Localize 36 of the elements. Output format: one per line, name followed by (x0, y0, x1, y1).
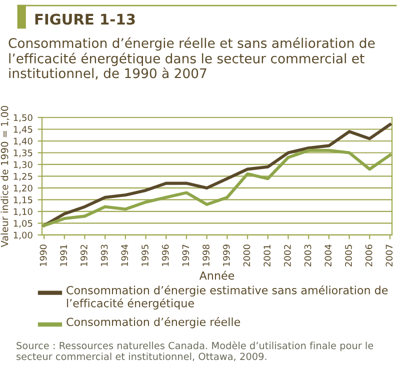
x-tick-label: 2004 (324, 244, 332, 266)
y-tick-label: 1,25 (14, 172, 32, 181)
y-axis-title: Valeur indice de 1990 = 1,00 (0, 106, 10, 248)
caption: FIGURE 1-13 (35, 14, 135, 25)
y-tick-label: 1,15 (14, 196, 32, 204)
y-tick-label: 1,20 (14, 184, 32, 192)
y-tick-label: 1,10 (14, 208, 32, 216)
chart-title: Consommation d’énergie réelle et sans amélioration de l’efficacité énergétique dans le secteur commercial et institutionnel, de 1990 à 2007 (8, 37, 375, 80)
y-tick-label: 1,35 (14, 149, 32, 158)
x-tick-label: 2006 (365, 244, 372, 266)
y-tick-label: 1,40 (14, 138, 32, 146)
x-axis-title: Année (199, 270, 234, 280)
x-tick-label: 1999 (222, 244, 230, 266)
x-tick-label: 1991 (60, 244, 68, 266)
x-tick-label: 1996 (162, 244, 169, 266)
y-tick-label: 1,50 (14, 114, 32, 122)
x-tick-label: 1995 (142, 244, 148, 266)
x-tick-label: 2007 (386, 244, 393, 266)
y-tick-label: 1,00 (14, 232, 32, 240)
x-tick-label: 1992 (80, 244, 88, 266)
legend-label: Consommation d’énergie réelle (66, 317, 240, 328)
y-tick-label: 1,45 (14, 126, 32, 134)
y-tick-label: 1,30 (14, 161, 32, 169)
source-note: Source : Ressources naturelles Canada. Modèle d’utilisation finale pour le secteur commercial et institutionnel, Ottawa, 2009. (16, 341, 374, 362)
y-tick-label: 1,05 (14, 220, 32, 228)
x-tick-label: 2000 (243, 244, 250, 266)
x-tick-label: 2003 (304, 244, 312, 266)
legend-label: Consommation d’énergie estimative sans amélioration de l’efficacité énergétique (66, 285, 388, 310)
x-tick-label: 1994 (121, 244, 128, 266)
x-tick-label: 1998 (202, 244, 210, 266)
x-tick-label: 1997 (182, 244, 190, 266)
x-tick-label: 1990 (40, 244, 47, 266)
x-tick-label: 2005 (345, 244, 352, 266)
x-tick-label: 2001 (264, 244, 270, 266)
x-tick-label: 1993 (100, 244, 108, 266)
x-tick-label: 2002 (284, 244, 291, 266)
